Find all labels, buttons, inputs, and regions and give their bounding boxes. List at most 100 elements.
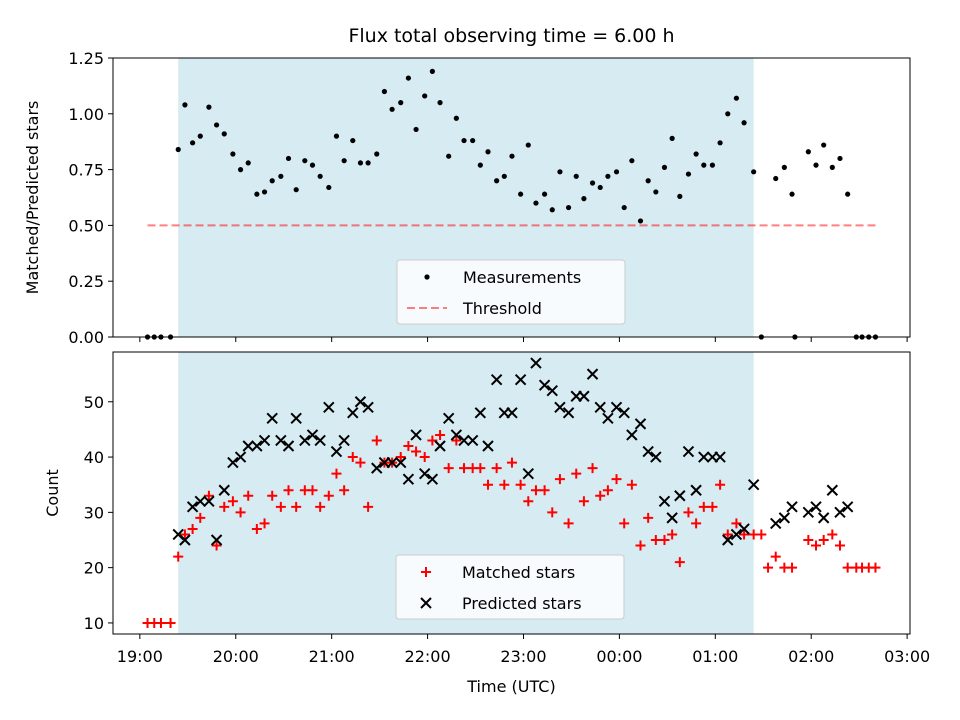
matched-star-point bbox=[595, 490, 606, 501]
predicted-star-point bbox=[330, 445, 343, 458]
predicted-star-point bbox=[841, 501, 854, 513]
predicted-star-point bbox=[786, 501, 798, 513]
measurement-point bbox=[317, 173, 323, 179]
predicted-star-point bbox=[602, 412, 614, 425]
predicted-star-point bbox=[266, 412, 278, 425]
matched-star-point bbox=[419, 452, 430, 463]
y-tick-label: 20 bbox=[84, 559, 104, 578]
measurement-point bbox=[470, 137, 476, 144]
legend-label: Measurements bbox=[463, 268, 581, 287]
legend-label: Predicted stars bbox=[462, 594, 582, 613]
measurement-point bbox=[661, 164, 668, 170]
measurement-point bbox=[533, 200, 539, 206]
matched-star-point bbox=[834, 540, 845, 551]
matched-star-point bbox=[315, 501, 326, 512]
matched-star-point bbox=[547, 507, 558, 518]
measurement-point bbox=[175, 146, 181, 153]
predicted-star-point bbox=[778, 512, 791, 524]
matched-star-point bbox=[523, 496, 534, 507]
y-tick-label: 0.50 bbox=[68, 216, 104, 235]
measurement-point bbox=[518, 191, 524, 197]
matched-star-point bbox=[475, 463, 486, 474]
predicted-star-point bbox=[458, 434, 470, 447]
predicted-star-point bbox=[674, 490, 686, 502]
measurement-point bbox=[509, 153, 515, 159]
measurement-point bbox=[669, 135, 675, 141]
matched-star-point bbox=[363, 501, 374, 512]
matched-star-point bbox=[818, 535, 829, 545]
matched-star-point bbox=[770, 551, 781, 562]
predicted-star-point bbox=[826, 484, 839, 496]
measurement-point bbox=[302, 158, 308, 164]
predicted-star-point bbox=[434, 440, 446, 452]
axes-frame bbox=[112, 57, 911, 338]
x-tick-label: 19:00 bbox=[117, 647, 163, 666]
measurement-point bbox=[230, 151, 236, 157]
measurement-point bbox=[422, 93, 428, 99]
y-tick-label: 0.00 bbox=[68, 328, 104, 347]
predicted-star-point bbox=[538, 379, 551, 391]
predicted-star-point bbox=[626, 429, 638, 441]
predicted-star-point bbox=[210, 534, 223, 546]
matched-star-point bbox=[251, 523, 262, 534]
matched-star-point bbox=[203, 490, 214, 501]
measurement-point bbox=[597, 184, 603, 191]
predicted-star-point bbox=[642, 445, 654, 458]
predicted-star-point bbox=[562, 407, 575, 419]
matched-star-point bbox=[165, 617, 176, 628]
matched-star-point bbox=[563, 518, 574, 529]
predicted-star-point bbox=[530, 357, 542, 369]
measurement-point bbox=[245, 160, 251, 166]
axes-frame bbox=[112, 351, 911, 635]
matched-star-point bbox=[626, 479, 637, 490]
matched-star-point bbox=[331, 468, 342, 479]
matched-star-point bbox=[179, 529, 190, 540]
matched-star-point bbox=[698, 501, 709, 512]
measurement-point bbox=[693, 151, 699, 157]
matched-star-point bbox=[323, 490, 334, 501]
predicted-star-point bbox=[299, 434, 311, 447]
predicted-star-point bbox=[650, 451, 662, 463]
legend-box bbox=[395, 554, 625, 620]
measurement-point bbox=[613, 169, 620, 175]
predicted-star-point bbox=[410, 429, 422, 441]
x-tick-label: 03:00 bbox=[884, 647, 930, 666]
matched-star-point bbox=[267, 490, 278, 501]
measurement-point bbox=[341, 158, 347, 164]
predicted-star-point bbox=[282, 440, 295, 452]
predicted-star-point bbox=[506, 407, 518, 419]
predicted-star-point bbox=[251, 440, 263, 452]
matched-star-point bbox=[499, 479, 510, 490]
measurement-point bbox=[254, 191, 260, 197]
measurement-point bbox=[549, 207, 555, 213]
matched-star-point bbox=[219, 501, 230, 512]
matched-star-point bbox=[739, 529, 750, 540]
predicted-star-point bbox=[227, 456, 239, 469]
predicted-star-point bbox=[810, 501, 822, 513]
predicted-star-point bbox=[194, 495, 206, 508]
measurement-point bbox=[541, 191, 548, 197]
predicted-star-point bbox=[747, 478, 760, 491]
measurement-point bbox=[413, 126, 419, 133]
predicted-star-point bbox=[817, 512, 830, 524]
predicted-star-point bbox=[290, 412, 302, 425]
measurement-point bbox=[781, 164, 787, 170]
predicted-star-point bbox=[314, 434, 326, 447]
predicted-star-point bbox=[347, 407, 359, 419]
predicted-star-point bbox=[386, 456, 398, 469]
matched-star-point bbox=[763, 562, 774, 573]
predicted-star-point bbox=[682, 445, 695, 458]
matched-star-point bbox=[243, 490, 254, 501]
matched-star-point bbox=[211, 540, 222, 551]
measurement-point bbox=[285, 155, 292, 162]
matched-star-point bbox=[459, 463, 470, 474]
matched-star-point bbox=[339, 485, 350, 496]
measurement-point bbox=[605, 173, 611, 179]
predicted-star-point bbox=[442, 412, 455, 425]
matched-star-point bbox=[578, 496, 589, 507]
y-tick-label: 0.75 bbox=[68, 161, 104, 180]
measurement-point bbox=[309, 162, 316, 168]
measurement-point bbox=[485, 149, 491, 155]
measurement-point bbox=[429, 68, 435, 74]
